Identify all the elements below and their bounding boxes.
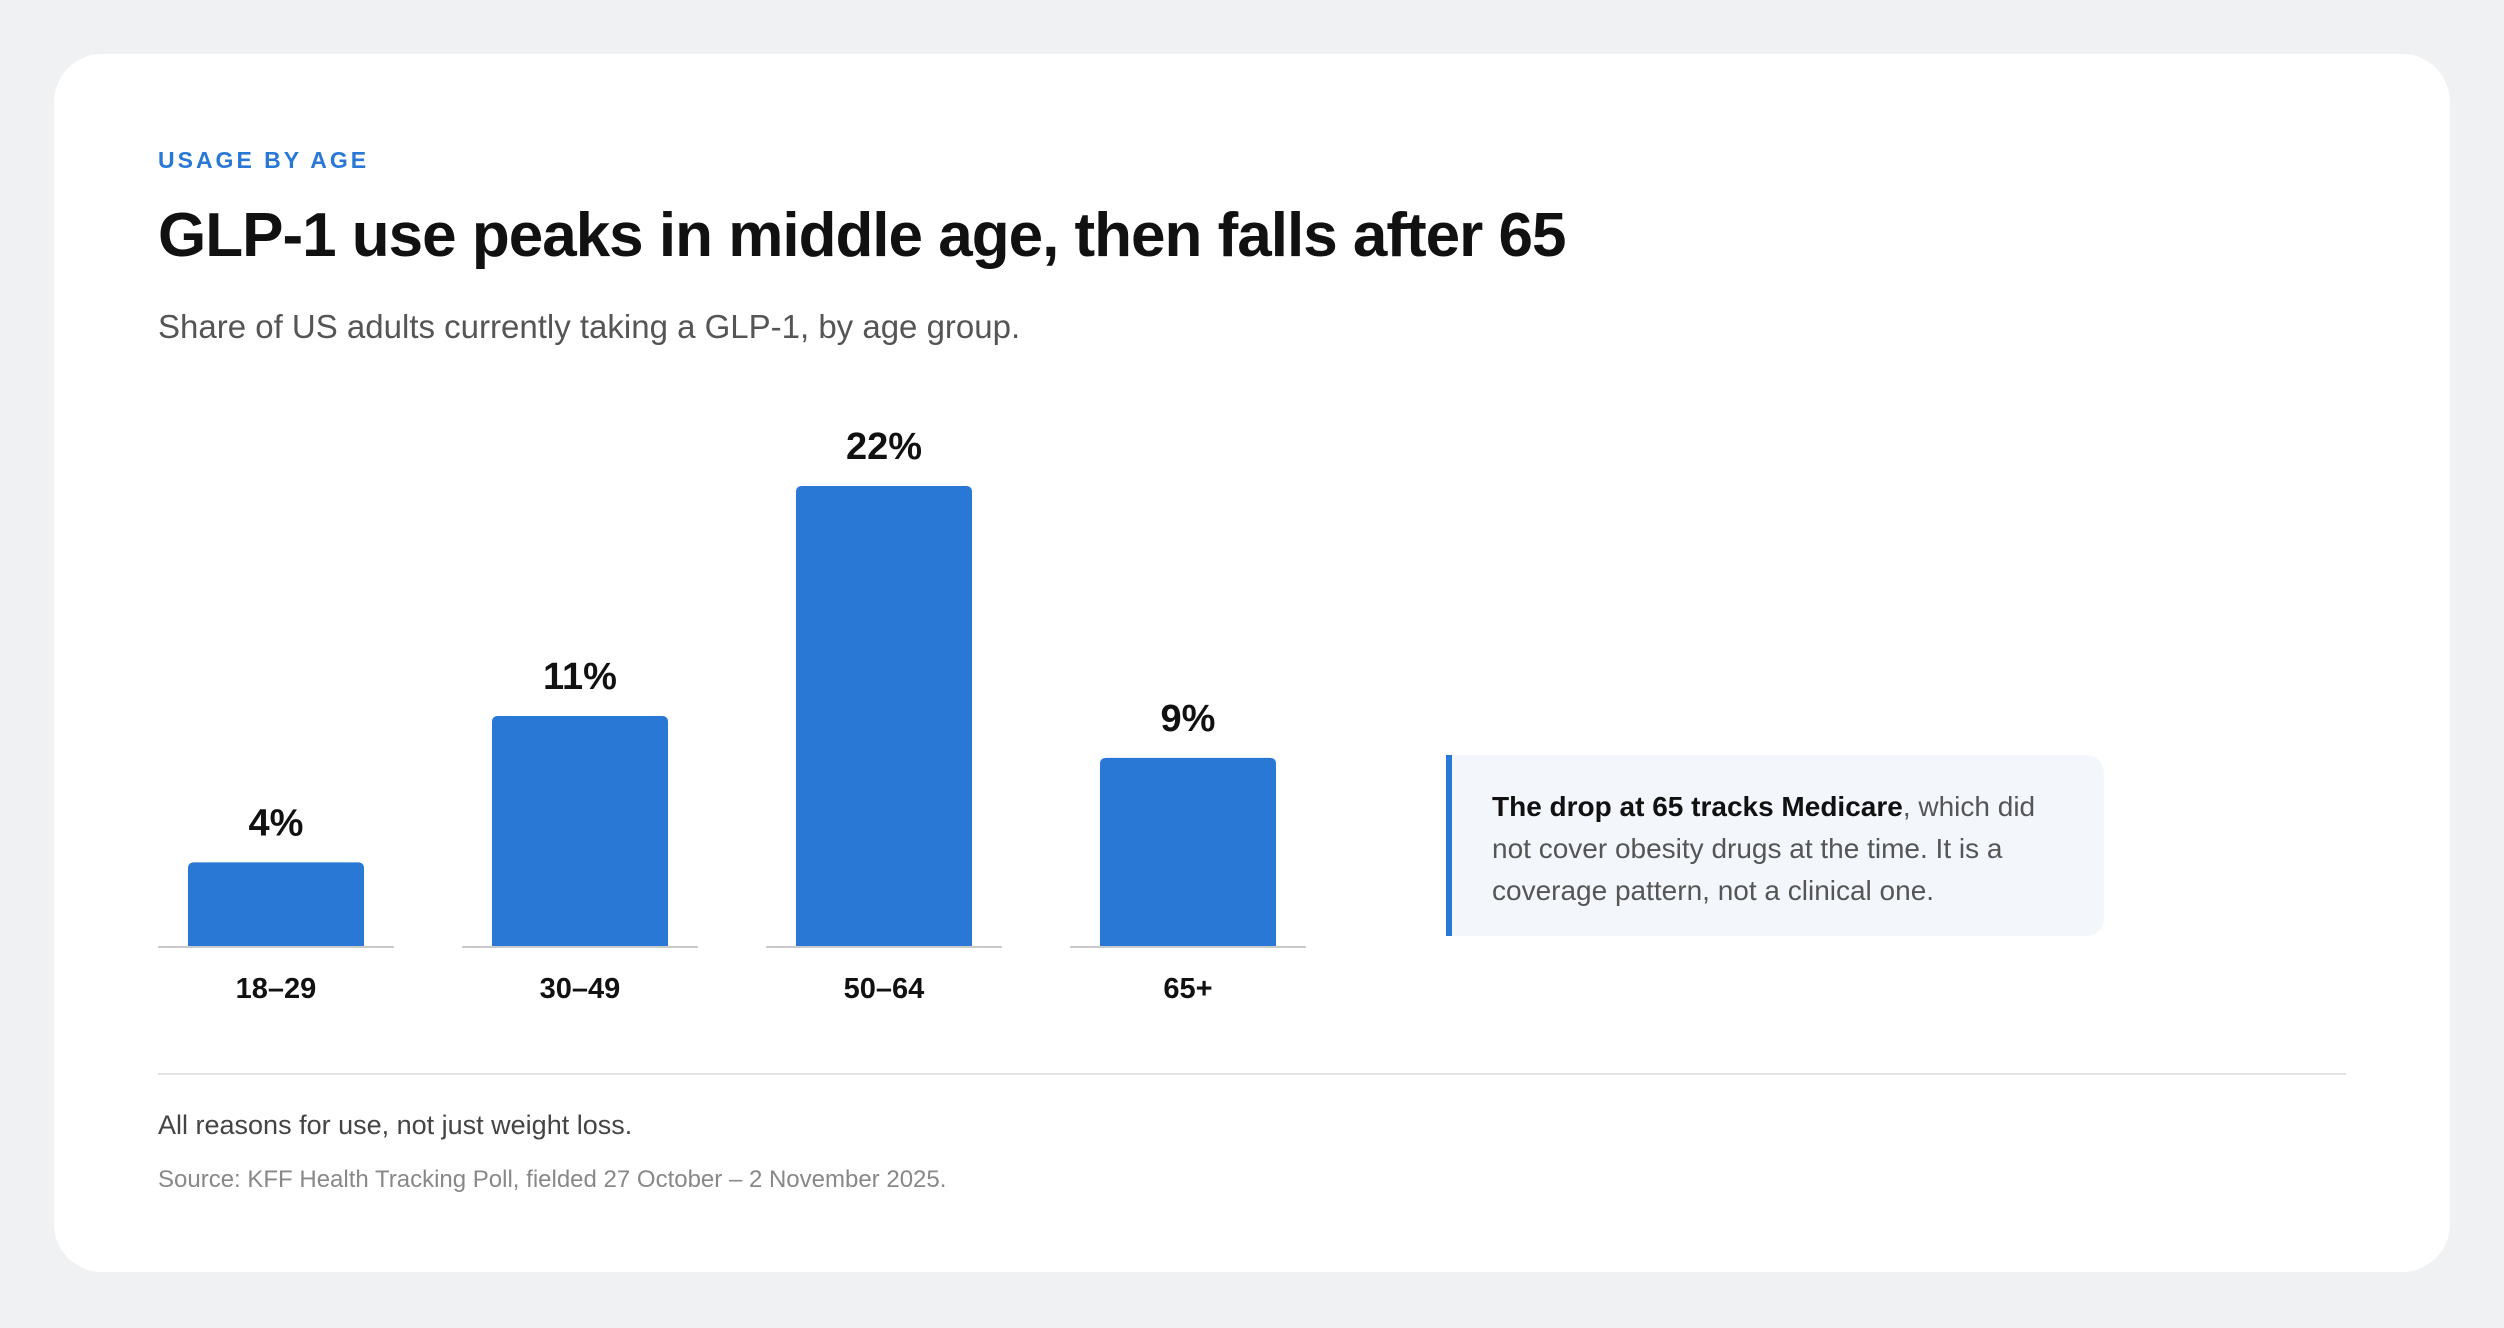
source-note: Source: KFF Health Tracking Poll, fielde… — [158, 1166, 947, 1193]
bar-65+ — [1100, 757, 1276, 946]
bar-30–49 — [492, 716, 668, 946]
callout-bold-text: The drop at 65 tracks Medicare — [1492, 791, 1903, 822]
value-label: 9% — [1161, 698, 1216, 740]
bar-50–64 — [796, 486, 972, 946]
chart-card — [54, 54, 2450, 1272]
callout-text: , which did not cover obesity drugs at t… — [1492, 791, 2036, 906]
category-label: 30–49 — [540, 973, 621, 1005]
value-label: 11% — [543, 656, 617, 698]
divider — [158, 1073, 2346, 1075]
bar-chart: 4% 18–29 11% 30–49 22% 50–64 9% 65+ — [158, 426, 1306, 1005]
category-label: 50–64 — [844, 973, 925, 1005]
value-label: 4% — [249, 802, 304, 844]
category-label: 18–29 — [236, 973, 317, 1005]
eyebrow-label: USAGE BY AGE — [158, 147, 370, 173]
footnote: All reasons for use, not just weight los… — [158, 1110, 633, 1140]
value-label: 22% — [846, 426, 922, 468]
callout-box: The drop at 65 tracks Medicare, which di… — [1446, 755, 2104, 936]
chart-subtitle: Share of US adults currently taking a GL… — [158, 308, 1021, 345]
bar-18–29 — [188, 862, 364, 946]
category-label: 65+ — [1163, 973, 1212, 1005]
chart-title: GLP-1 use peaks in middle age, then fall… — [158, 201, 1566, 270]
